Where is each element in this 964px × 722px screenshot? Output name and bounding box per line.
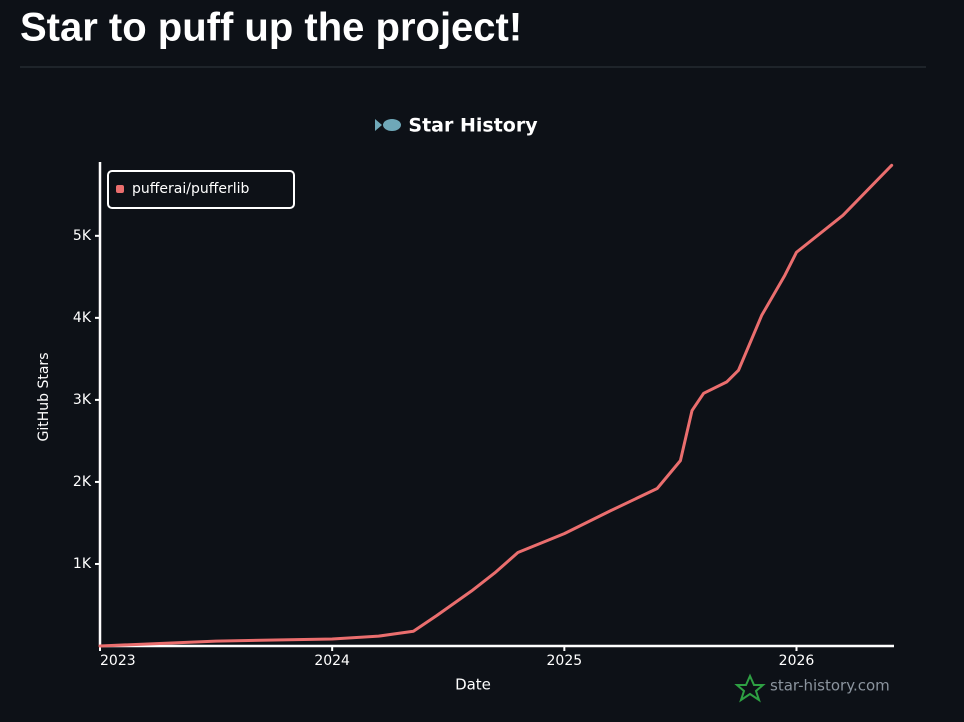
y-tick-label: 1K bbox=[73, 556, 92, 572]
line bbox=[98, 163, 894, 648]
y-tick-label: 3K bbox=[73, 392, 92, 408]
y-tick-label: 4K bbox=[73, 310, 92, 326]
y-tick-label: 5K bbox=[73, 228, 92, 244]
legend-label: pufferai/pufferlib bbox=[132, 181, 250, 197]
watermark-icon bbox=[734, 673, 766, 703]
x-tick-label: 2024 bbox=[314, 653, 350, 669]
y-axis-title: GitHub Stars bbox=[36, 353, 52, 442]
x-tick-label: 2025 bbox=[547, 653, 583, 669]
legend-box bbox=[107, 170, 295, 209]
heading: Star to puff up the project! bbox=[20, 6, 522, 50]
x-tick-label: 2026 bbox=[779, 653, 815, 669]
y-tick-label: 2K bbox=[73, 474, 92, 490]
fish-icon bbox=[375, 119, 401, 131]
x-axis-title: Date bbox=[455, 676, 491, 694]
watermark: star-history.com bbox=[770, 677, 890, 695]
chart-title: Star History bbox=[408, 115, 538, 137]
x-tick-label: 2023 bbox=[100, 653, 136, 669]
legend-swatch bbox=[116, 185, 124, 193]
